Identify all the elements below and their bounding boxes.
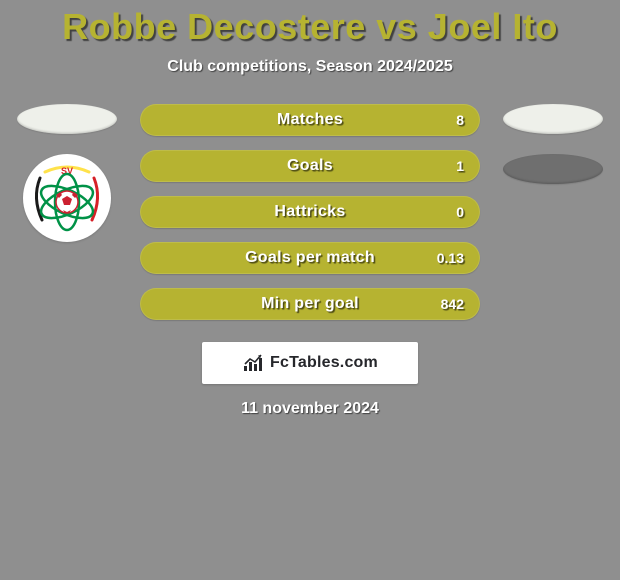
stat-bar-min-per-goal: Min per goal 842 [140,288,480,320]
stat-label: Hattricks [274,203,345,221]
subtitle: Club competitions, Season 2024/2025 [167,58,452,76]
right-ellipse-2 [503,154,603,184]
page-title: Robbe Decostere vs Joel Ito [62,6,558,48]
stat-bar-matches: Matches 8 [140,104,480,136]
stat-value: 1 [456,158,464,174]
brand-box: FcTables.com [202,342,418,384]
comparison-row: SV Matches 8 [0,104,620,320]
stat-label: Goals per match [245,249,375,267]
right-player-column [498,104,608,184]
stat-value: 0 [456,204,464,220]
left-team-logo: SV [23,154,111,242]
stat-label: Matches [277,111,343,129]
stat-bar-hattricks: Hattricks 0 [140,196,480,228]
brand-text: FcTables.com [270,354,378,372]
stat-bars: Matches 8 Goals 1 Hattricks 0 Goals per … [140,104,480,320]
date-text: 11 november 2024 [241,400,379,418]
right-ellipse-1 [503,104,603,134]
stat-label: Goals [287,157,333,175]
stat-value: 8 [456,112,464,128]
left-player-column: SV [12,104,122,242]
stat-bar-goals-per-match: Goals per match 0.13 [140,242,480,274]
stat-label: Min per goal [261,295,359,313]
left-ellipse-1 [17,104,117,134]
content-wrapper: Robbe Decostere vs Joel Ito Club competi… [0,0,620,580]
stat-bar-goals: Goals 1 [140,150,480,182]
chart-icon [242,354,264,372]
stat-value: 842 [441,296,464,312]
team-logo-svg: SV [27,158,107,238]
stat-value: 0.13 [437,250,464,266]
